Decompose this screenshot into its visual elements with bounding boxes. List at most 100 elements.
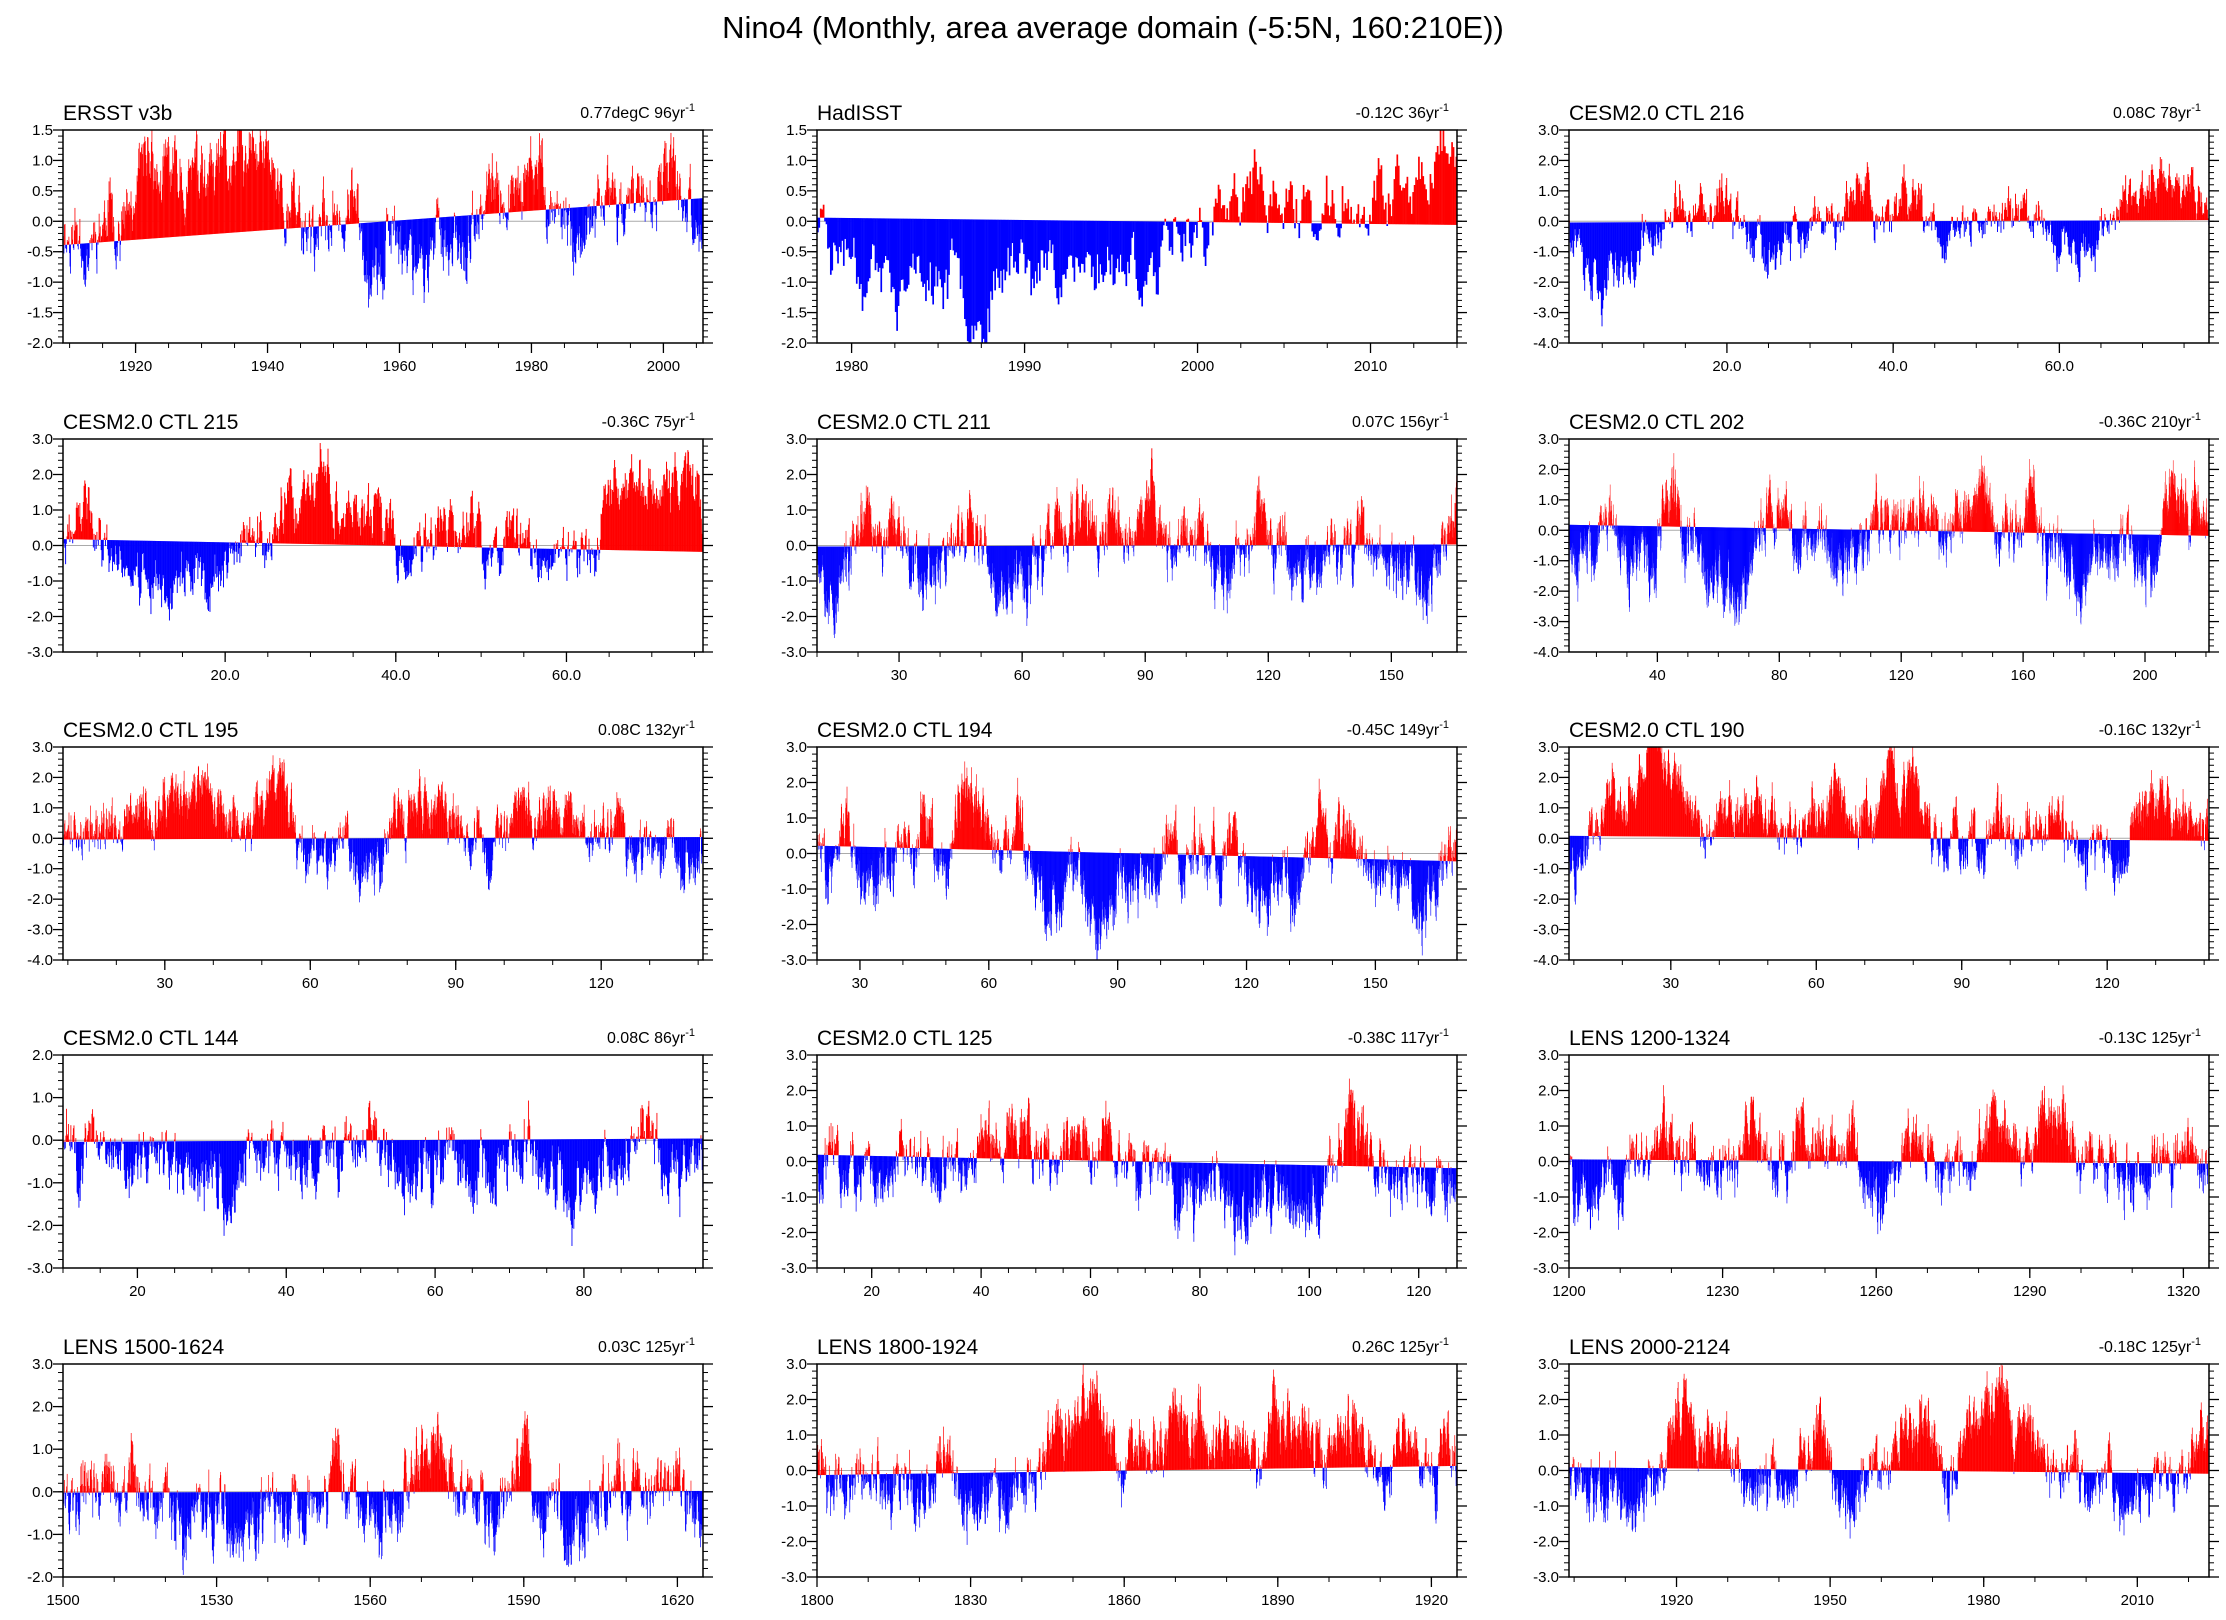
series-bar [862,529,864,547]
series-bar [979,545,980,547]
series-bar [2157,179,2158,221]
series-bar [1174,545,1176,556]
series-bar [883,540,884,547]
series-bar [364,525,366,546]
series-bar [214,195,215,234]
series-bar [332,190,334,226]
series-bar [119,240,121,262]
series-bar [1279,214,1282,223]
series-bar [1069,530,1071,546]
series-bar [854,218,857,258]
series-bar [1255,161,1257,223]
series-bar [563,546,565,550]
series-bar [889,508,891,547]
series-bar [1311,223,1314,232]
series-bar [1958,221,1960,231]
series-bar [83,243,85,280]
series-bar [612,491,614,551]
series-bar [535,167,537,211]
series-bar [439,217,440,230]
series-bar [1954,221,1956,236]
series-bar [1134,221,1136,260]
series-bar [177,197,179,237]
series-bar [505,212,506,217]
series-bar [2178,177,2180,221]
series-bar [77,505,79,540]
series-bar [129,214,131,241]
series-bar [2160,170,2162,221]
series-bar [433,546,435,556]
series-bar [2019,209,2021,221]
series-bar [354,198,356,224]
series-bar [926,218,929,281]
series-bar [599,188,600,206]
series-bar [2037,201,2039,221]
series-bar [1726,177,1728,222]
series-bar [564,208,566,211]
series-bar [1575,222,1577,236]
series-bar [1803,221,1805,253]
series-bar [2026,188,2028,221]
series-bar [952,546,954,559]
series-bar [384,221,385,290]
series-bar [626,497,628,551]
series-bar [88,243,90,271]
series-bar [1399,185,1402,225]
series-bar [2159,157,2161,221]
series-bar [923,546,924,611]
series-bar [1081,484,1083,546]
series-bar [392,518,394,546]
series-bar [1016,545,1017,551]
series-bar [2076,220,2078,265]
series-bar [1137,509,1138,546]
series-bar [304,213,306,228]
series-bar [545,548,547,568]
series-bar [1966,220,1968,224]
series-bar [417,219,419,264]
series-bar [962,219,965,299]
series-bar [1755,221,1757,241]
series-bar [897,541,899,547]
series-bar [2184,196,2186,221]
series-bar [922,546,923,612]
series-bar [1578,222,1579,235]
series-bar [1152,459,1153,546]
series-bar [872,526,874,547]
series-bar [994,545,996,593]
series-bar [133,214,135,240]
series-bar [480,521,482,548]
series-bar [2048,220,2050,235]
series-bar [100,241,102,243]
series-bar [220,542,222,587]
series-bar [1673,208,1675,223]
series-bar [247,163,248,232]
series-bar [1194,221,1197,225]
series-bar [1633,222,1635,280]
series-bar [2146,185,2148,221]
series-bar [266,543,268,552]
series-bar [481,214,483,230]
series-bar [74,230,75,245]
series-bar [1037,545,1039,582]
panel-title: ERSST v3b [63,102,172,125]
series-bar [1396,154,1399,225]
series-bar [2031,220,2033,232]
series-bar [2040,220,2041,224]
series-bar [1193,221,1195,233]
series-bar [558,206,560,209]
series-bar [2122,185,2124,221]
series-bar [638,176,639,203]
series-bar [293,169,295,229]
series-bar [402,545,404,560]
series-bar [1935,221,1937,227]
series-bar [587,205,589,207]
series-bar [513,508,515,549]
series-bar [109,193,110,242]
series-bar [1079,508,1080,546]
series-bar [518,548,520,556]
series-bar [209,153,211,235]
series-bar [1177,221,1180,234]
series-bar [86,243,87,256]
series-bar [1055,504,1057,546]
series-bar [609,479,611,551]
